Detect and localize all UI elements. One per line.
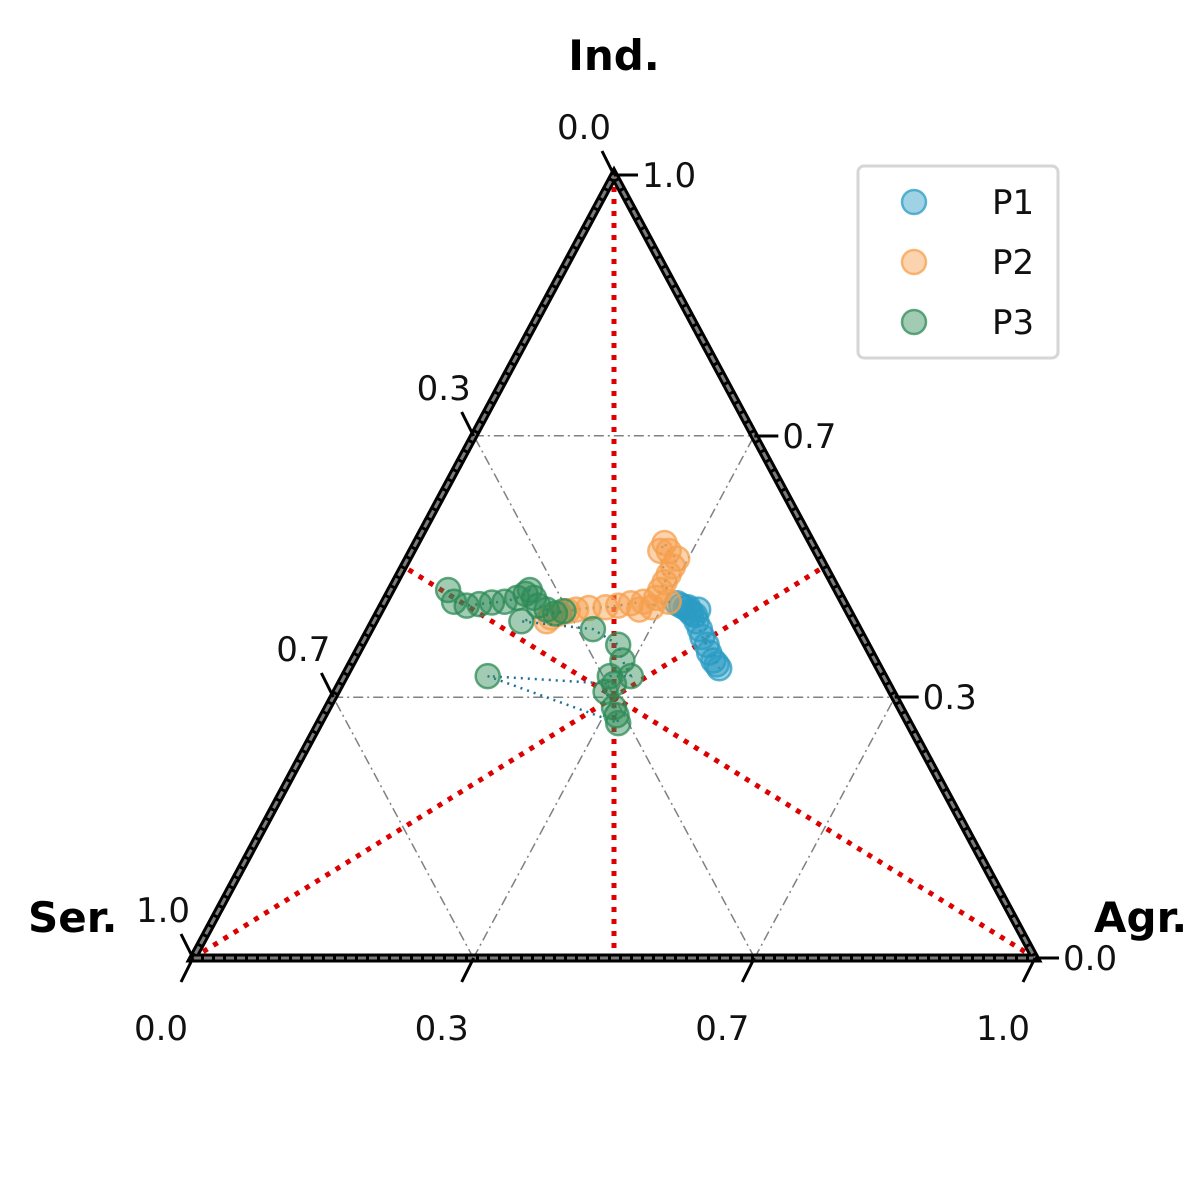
data-series bbox=[434, 529, 733, 737]
left-tick bbox=[460, 411, 476, 437]
legend-label-p2: P2 bbox=[992, 243, 1034, 283]
grid-line-right bbox=[472, 435, 755, 959]
triangle-inner-line bbox=[190, 171, 1038, 960]
left-tick-label: 0.7 bbox=[276, 630, 330, 670]
reference-median-line bbox=[191, 564, 826, 961]
left-tick-label: 1.0 bbox=[136, 891, 190, 931]
legend-label-p1: P1 bbox=[992, 183, 1034, 223]
data-point-p2 bbox=[647, 537, 674, 565]
data-point-p3 bbox=[604, 709, 632, 737]
left-tick-label: 0.0 bbox=[557, 108, 611, 148]
grid-line-left bbox=[332, 696, 475, 959]
data-point-p3 bbox=[474, 662, 501, 690]
data-point-p3 bbox=[604, 631, 632, 659]
bottom-tick bbox=[460, 957, 476, 983]
left-tick bbox=[319, 672, 335, 698]
legend: P1 P2 P3 bbox=[856, 164, 1060, 360]
right-tick-label: 0.7 bbox=[782, 417, 836, 457]
grid-line-right bbox=[753, 696, 896, 959]
legend-marker-p1 bbox=[900, 188, 928, 216]
tick-marks: 0.0 0.3 0.7 1.0 0.0 0.3 0.7 1.0 1.0 0.7 0.3 0.0 bbox=[134, 108, 1117, 1049]
legend-marker-p2 bbox=[900, 248, 928, 276]
data-point-p3 bbox=[579, 615, 607, 643]
data-point-p3 bbox=[550, 597, 577, 625]
bottom-tick bbox=[1021, 957, 1037, 983]
data-point-p2 bbox=[655, 588, 682, 615]
legend-box bbox=[856, 164, 1060, 360]
data-point-p3 bbox=[508, 608, 535, 635]
legend-marker-p3 bbox=[900, 308, 928, 336]
grid-line-left bbox=[473, 435, 756, 959]
data-point-p2 bbox=[626, 596, 653, 623]
bottom-tick-label: 0.0 bbox=[134, 1009, 188, 1049]
data-point-p1 bbox=[684, 596, 712, 623]
left-tick-label: 0.3 bbox=[417, 369, 471, 409]
triangle-frame bbox=[185, 165, 1043, 963]
top-axis-title: Ind. bbox=[568, 31, 660, 80]
left-tick bbox=[179, 933, 195, 959]
bottom-tick bbox=[179, 957, 195, 983]
left-axis-title: Ser. bbox=[28, 893, 117, 942]
reference-median-line bbox=[402, 564, 1037, 961]
data-point-p3 bbox=[600, 670, 628, 698]
right-tick-label: 0.0 bbox=[1063, 939, 1117, 979]
bottom-tick-label: 0.7 bbox=[695, 1009, 749, 1049]
right-tick-label: 1.0 bbox=[642, 156, 696, 196]
bottom-tick-label: 1.0 bbox=[976, 1009, 1030, 1049]
right-axis-title: Agr. bbox=[1094, 893, 1187, 942]
bottom-tick-label: 0.3 bbox=[415, 1009, 469, 1049]
left-tick bbox=[600, 150, 616, 176]
legend-label-p3: P3 bbox=[992, 303, 1034, 343]
data-point-p1 bbox=[706, 655, 733, 682]
bottom-tick bbox=[740, 957, 756, 983]
series-p3 bbox=[434, 576, 645, 737]
series-p2 bbox=[533, 529, 691, 635]
right-tick-label: 0.3 bbox=[923, 678, 977, 718]
series-p1 bbox=[663, 590, 733, 682]
data-point-p1 bbox=[674, 593, 702, 621]
